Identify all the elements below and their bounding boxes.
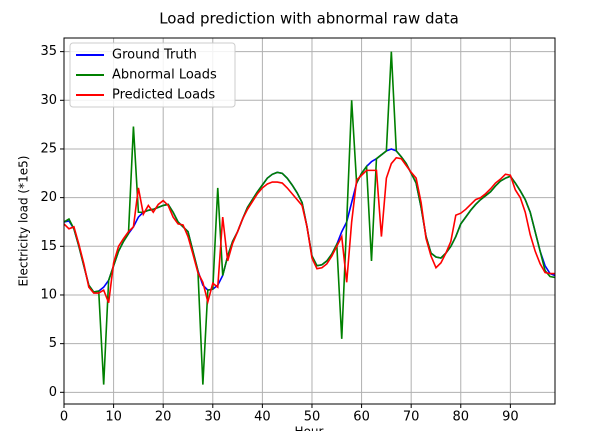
series-line (63, 156, 555, 305)
x-tick-label: 0 (60, 410, 68, 425)
legend-label: Abnormal Loads (112, 68, 217, 83)
y-tick-label: 5 (49, 336, 57, 351)
x-tick-label: 50 (304, 410, 321, 425)
y-tick-label: 20 (40, 190, 57, 205)
x-tick-label: 60 (353, 410, 370, 425)
y-tick-label: 25 (40, 141, 57, 156)
chart-title: Load prediction with abnormal raw data (159, 10, 459, 28)
x-tick-label: 70 (403, 410, 420, 425)
y-tick-label: 0 (49, 385, 57, 400)
x-axis-label: Hour (295, 425, 324, 431)
x-tick-label: 40 (254, 410, 271, 425)
y-axis-label: Electricity load (*1e5) (17, 156, 31, 287)
series-line (63, 148, 556, 293)
legend-label: Ground Truth (112, 48, 197, 63)
legend-box (69, 42, 236, 108)
y-tick-label: 15 (40, 239, 57, 254)
x-tick-label: 10 (105, 410, 122, 425)
x-tick-label: 20 (155, 410, 172, 425)
y-tick-label: 35 (40, 44, 57, 59)
x-tick-label: 80 (452, 410, 469, 425)
legend-label: Predicted Loads (112, 88, 215, 103)
x-tick-label: 30 (205, 410, 222, 425)
y-tick-label: 10 (40, 287, 57, 302)
x-tick-label: 90 (502, 410, 519, 425)
y-tick-label: 30 (40, 93, 57, 108)
plot-frame (63, 37, 556, 405)
